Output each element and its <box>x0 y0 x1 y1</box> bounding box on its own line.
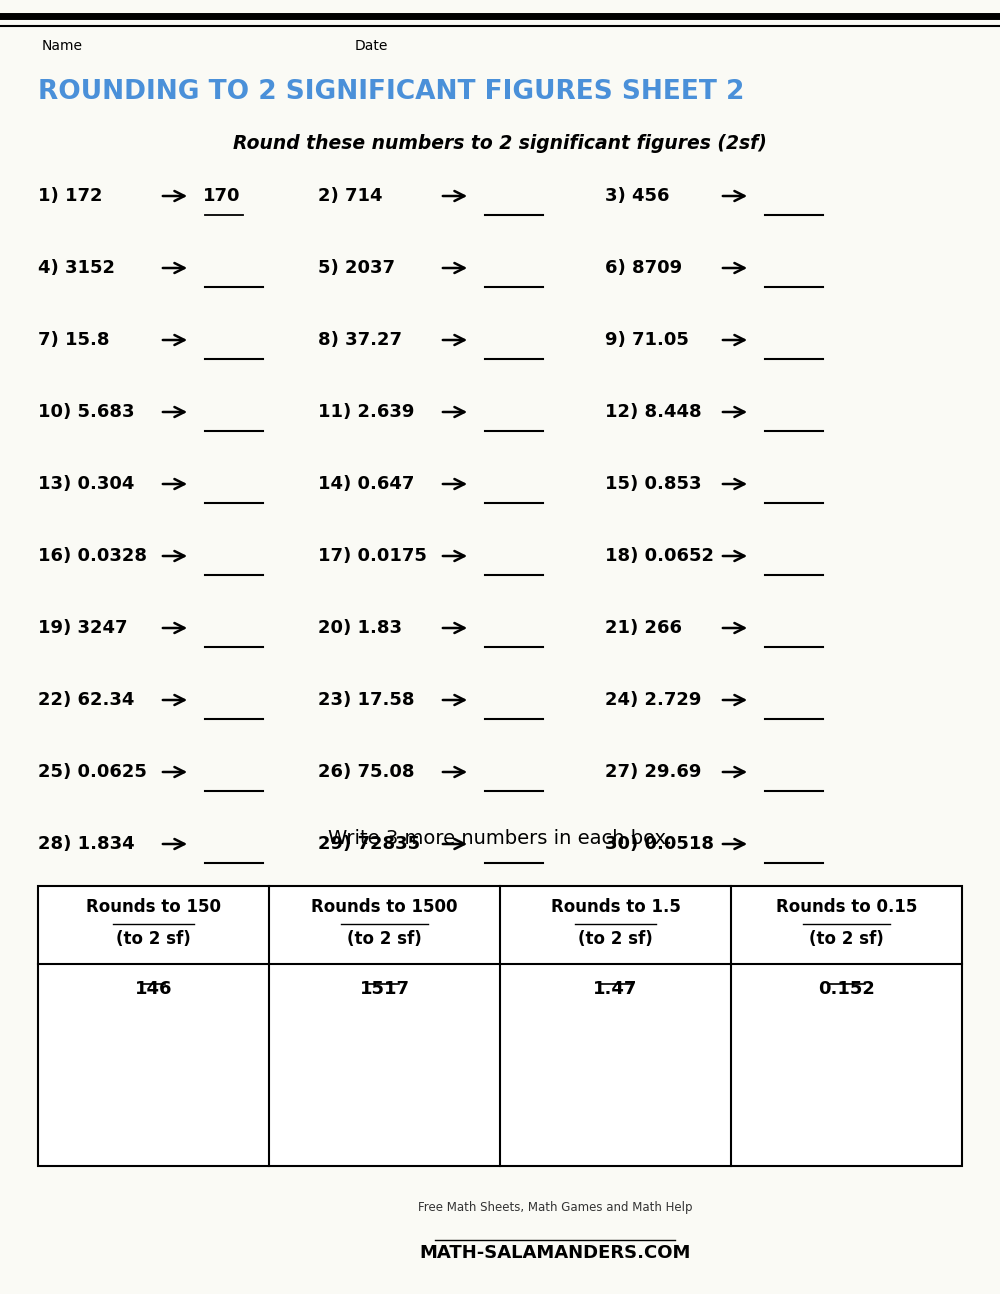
Text: Round these numbers to 2 significant figures (2sf): Round these numbers to 2 significant fig… <box>233 135 767 153</box>
Text: 2) 714: 2) 714 <box>318 188 382 204</box>
Text: 19) 3247: 19) 3247 <box>38 619 128 637</box>
Text: MATH-SALAMANDERS.COM: MATH-SALAMANDERS.COM <box>419 1244 691 1262</box>
Text: 30) 0.0518: 30) 0.0518 <box>605 835 714 853</box>
Text: 18) 0.0652: 18) 0.0652 <box>605 547 714 565</box>
Text: 20) 1.83: 20) 1.83 <box>318 619 402 637</box>
Text: Free Math Sheets, Math Games and Math Help: Free Math Sheets, Math Games and Math He… <box>418 1201 692 1214</box>
Text: 13) 0.304: 13) 0.304 <box>38 475 134 493</box>
Text: 10) 5.683: 10) 5.683 <box>38 402 134 421</box>
Text: (to 2 sf): (to 2 sf) <box>809 930 884 949</box>
Text: 0.152: 0.152 <box>818 980 875 998</box>
Text: 22) 62.34: 22) 62.34 <box>38 691 134 709</box>
Text: (to 2 sf): (to 2 sf) <box>347 930 422 949</box>
Text: 1517: 1517 <box>359 980 410 998</box>
Bar <box>38 886 962 1166</box>
Text: 146: 146 <box>135 980 172 998</box>
Text: 8) 37.27: 8) 37.27 <box>318 331 402 349</box>
Text: Date: Date <box>355 39 388 53</box>
Text: 6) 8709: 6) 8709 <box>605 259 682 277</box>
Text: Rounds to 1.5: Rounds to 1.5 <box>551 898 680 916</box>
Text: Rounds to 150: Rounds to 150 <box>86 898 221 916</box>
Text: (to 2 sf): (to 2 sf) <box>116 930 191 949</box>
Text: 24) 2.729: 24) 2.729 <box>605 691 701 709</box>
Text: 15) 0.853: 15) 0.853 <box>605 475 702 493</box>
Text: Name: Name <box>42 39 83 53</box>
Text: 28) 1.834: 28) 1.834 <box>38 835 135 853</box>
Text: 17) 0.0175: 17) 0.0175 <box>318 547 427 565</box>
Text: 21) 266: 21) 266 <box>605 619 682 637</box>
Text: Write 3 more numbers in each box.: Write 3 more numbers in each box. <box>328 829 672 848</box>
Text: Rounds to 1500: Rounds to 1500 <box>311 898 458 916</box>
Text: (to 2 sf): (to 2 sf) <box>578 930 653 949</box>
Text: 11) 2.639: 11) 2.639 <box>318 402 414 421</box>
Text: 3) 456: 3) 456 <box>605 188 670 204</box>
Text: 7) 15.8: 7) 15.8 <box>38 331 110 349</box>
Text: 26) 75.08: 26) 75.08 <box>318 763 415 782</box>
Text: ROUNDING TO 2 SIGNIFICANT FIGURES SHEET 2: ROUNDING TO 2 SIGNIFICANT FIGURES SHEET … <box>38 79 744 105</box>
Text: 25) 0.0625: 25) 0.0625 <box>38 763 147 782</box>
Text: 23) 17.58: 23) 17.58 <box>318 691 415 709</box>
Text: 1.47: 1.47 <box>593 980 638 998</box>
Text: 170: 170 <box>203 188 241 204</box>
Text: 16) 0.0328: 16) 0.0328 <box>38 547 147 565</box>
Text: 9) 71.05: 9) 71.05 <box>605 331 689 349</box>
Text: 5) 2037: 5) 2037 <box>318 259 395 277</box>
Text: 27) 29.69: 27) 29.69 <box>605 763 701 782</box>
Text: 12) 8.448: 12) 8.448 <box>605 402 702 421</box>
Text: 29) 72835: 29) 72835 <box>318 835 420 853</box>
Text: 4) 3152: 4) 3152 <box>38 259 115 277</box>
Text: 14) 0.647: 14) 0.647 <box>318 475 414 493</box>
Text: Rounds to 0.15: Rounds to 0.15 <box>776 898 917 916</box>
Text: 1) 172: 1) 172 <box>38 188 103 204</box>
